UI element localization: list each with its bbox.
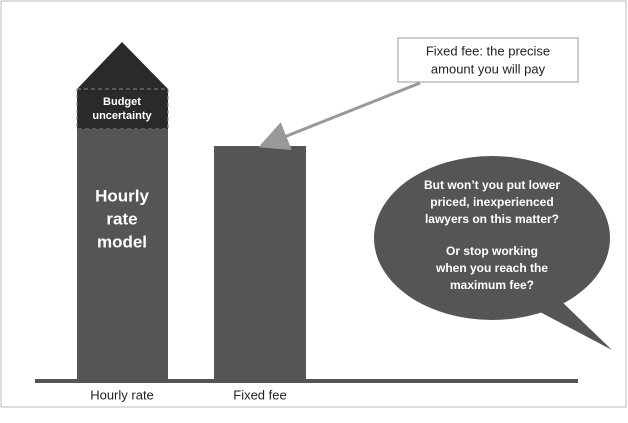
speech-bubble [374, 156, 610, 320]
roof [77, 42, 168, 89]
bubble-text: But won’t you put lower [424, 178, 560, 192]
x-label: Hourly rate [90, 387, 154, 402]
callout-text: Fixed fee: the precise [426, 43, 550, 58]
budget-box [76, 88, 169, 130]
bubble-text: Or stop working [446, 244, 538, 258]
callout-text: amount you will pay [431, 61, 546, 76]
fixed-bar [214, 146, 306, 381]
bubble-text: when you reach the [435, 261, 548, 275]
arrow [258, 81, 421, 151]
callout-box [397, 37, 579, 83]
bubble-text: priced, inexperienced [430, 195, 553, 209]
bar-text: model [97, 232, 147, 251]
budget-text: Budget [103, 96, 141, 108]
budget-text: uncertainty [92, 110, 152, 122]
hourly-bar [77, 129, 168, 381]
bar-text: Hourly [95, 186, 149, 205]
bubble-text: maximum fee? [450, 278, 534, 292]
x-label: Fixed fee [233, 387, 286, 402]
bubble-tail [540, 300, 612, 350]
bar-text: rate [106, 209, 137, 228]
bubble-text: lawyers on this matter? [425, 212, 559, 226]
